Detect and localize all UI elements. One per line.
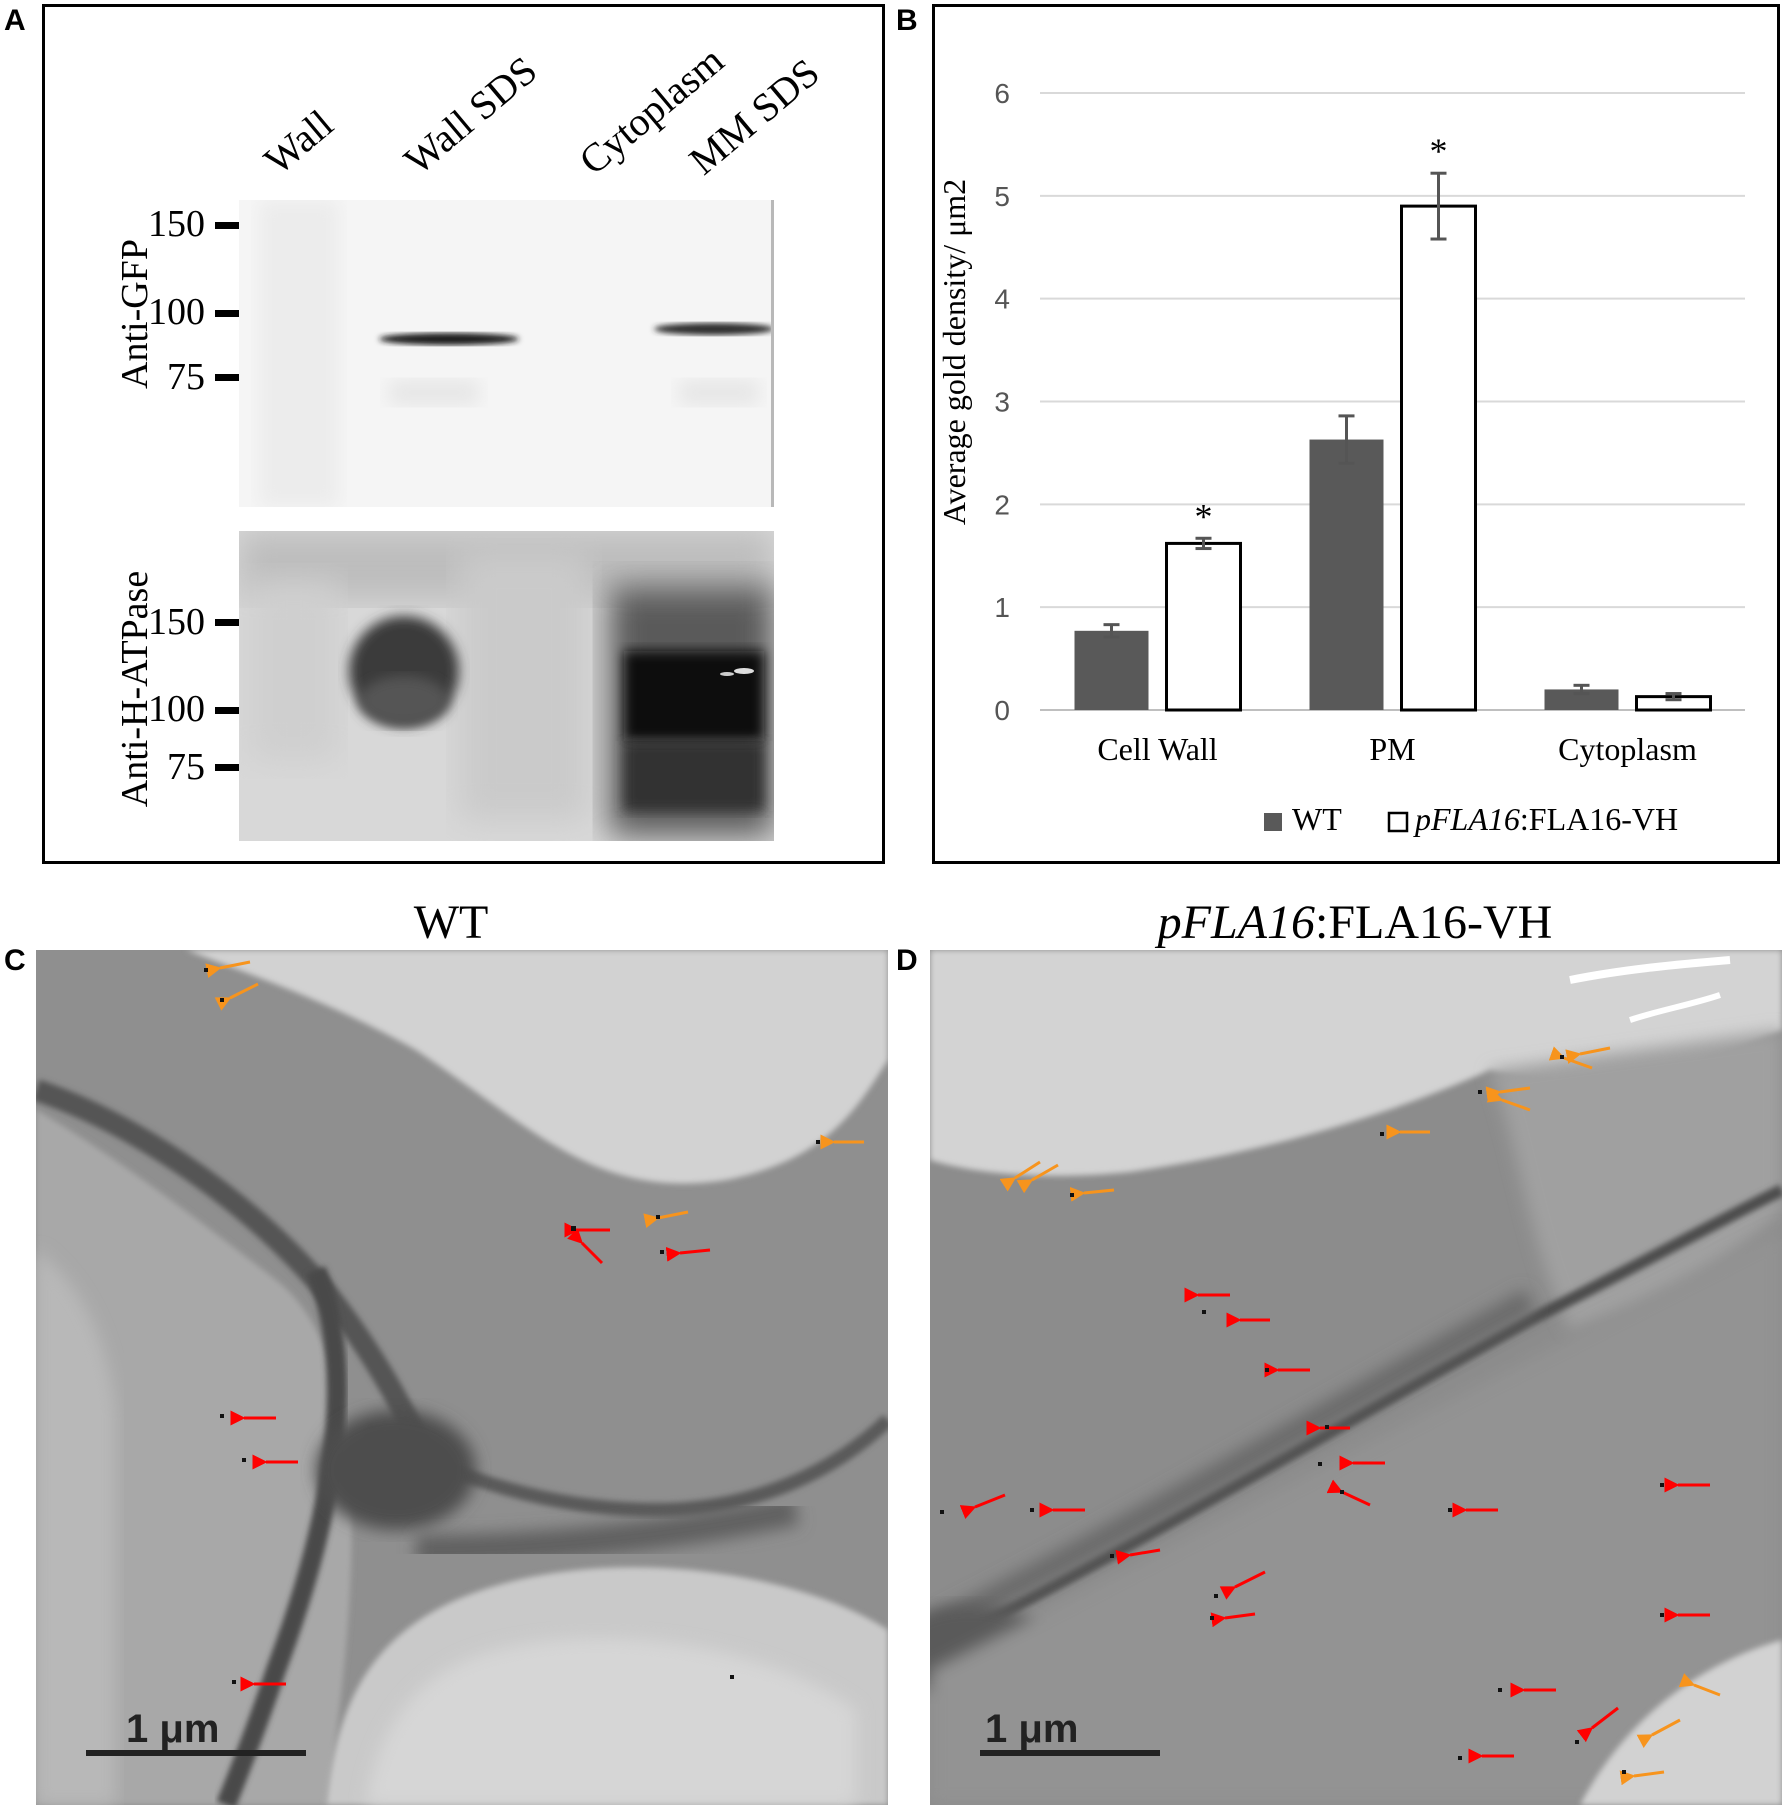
y-tick-label: 1 (994, 592, 1010, 623)
mw-tick (215, 374, 245, 381)
mw-tick (215, 222, 245, 229)
legend-swatch-transgenic (1387, 811, 1409, 833)
panel-d-micrograph: 1 μm (930, 950, 1782, 1805)
significance-marker: * (1430, 131, 1448, 171)
y-axis-label: Average gold density/ μm2 (936, 179, 972, 525)
mw-tick (215, 764, 245, 771)
em-image-transgenic: 1 μm (930, 950, 1782, 1805)
lane-label-wall: Wall (255, 100, 342, 184)
panel-c-title: WT (413, 896, 489, 949)
mw-tick (215, 707, 245, 714)
panel-letter-a: A (4, 4, 26, 37)
bar-wt (1309, 439, 1384, 710)
panel-letter-d: D (896, 944, 918, 977)
legend-label-transgenic: pFLA16:FLA16-VH (1413, 801, 1678, 837)
scalebar-label: 1 μm (985, 1707, 1078, 1751)
legend-swatch-wt (1264, 813, 1282, 831)
mw-tick (215, 310, 245, 317)
legend-label-wt: WT (1292, 801, 1342, 837)
y-tick-label: 6 (994, 78, 1010, 109)
x-category-label: Cytoplasm (1558, 731, 1697, 767)
panel-d-title: pFLA16:FLA16-VH (930, 895, 1780, 950)
mw-marker: 100 (148, 688, 205, 730)
panel-letter-b: B (896, 4, 918, 37)
mw-marker: 150 (148, 601, 205, 643)
em-image-wt: 1 μm (36, 950, 888, 1805)
lane-label-wall-sds: Wall SDS (395, 47, 546, 184)
x-category-label: Cell Wall (1097, 731, 1217, 767)
mw-marker: 75 (167, 356, 205, 398)
panel-d-title-suffix: :FLA16-VH (1315, 896, 1553, 949)
significance-marker: * (1195, 496, 1213, 536)
mw-tick (215, 619, 245, 626)
y-tick-label: 0 (994, 695, 1010, 726)
y-tick-label: 2 (994, 489, 1010, 520)
panel-d-title-prefix: pFLA16 (1157, 896, 1315, 949)
legend: WT pFLA16:FLA16-VH (1264, 801, 1678, 837)
bar-transgenic (1165, 541, 1242, 712)
panel-letter-c: C (4, 944, 26, 977)
y-tick-label: 5 (994, 181, 1010, 212)
y-tick-label: 4 (994, 284, 1010, 315)
panel-b-bar-chart: * * 0 1 2 3 4 5 6 Cell Wall PM Cytoplasm Average … (932, 4, 1780, 864)
mw-marker: 100 (148, 291, 205, 333)
panel-a-western-blot: Wall Wall SDS Cytoplasm MM SDS Anti-GFP … (42, 4, 885, 864)
mw-marker: 75 (167, 746, 205, 788)
panel-c-micrograph: 1 μm (36, 950, 888, 1805)
blot-anti-h-atpase-image (239, 531, 774, 841)
bar-wt (1074, 630, 1149, 710)
blot-anti-gfp (239, 200, 774, 507)
scalebar-label: 1 μm (126, 1707, 219, 1751)
blot-anti-h-atpase (239, 531, 774, 841)
blot-anti-gfp-image (239, 200, 774, 507)
y-tick-label: 3 (994, 387, 1010, 418)
bar-wt (1544, 689, 1619, 710)
x-category-label: PM (1369, 731, 1415, 767)
bar-transgenic (1400, 204, 1477, 712)
bar-chart: * * 0 1 2 3 4 5 6 Cell Wall PM Cytoplasm Average … (936, 78, 1745, 837)
mw-marker: 150 (148, 203, 205, 245)
